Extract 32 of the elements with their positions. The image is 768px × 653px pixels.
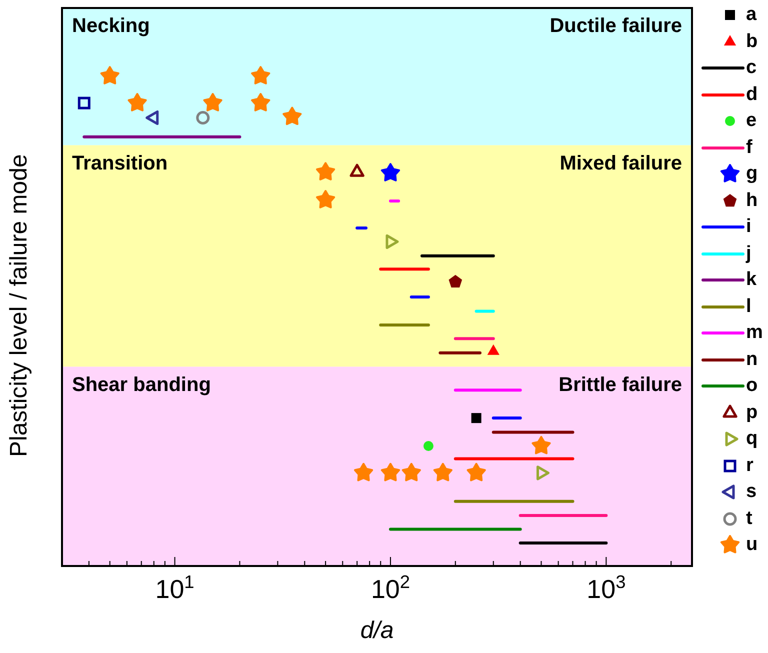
legend-label: b [746, 30, 758, 53]
legend-label: l [746, 296, 752, 318]
legend-label: i [746, 216, 752, 238]
legend-label: m [746, 322, 763, 344]
legend-label: q [746, 428, 758, 450]
annotation: Mixed failure [560, 152, 682, 174]
annotation: Brittle failure [558, 374, 682, 396]
legend-label: n [746, 348, 758, 371]
legend-label: e [746, 110, 757, 132]
text: Ductile failure [550, 15, 682, 38]
band-label: Necking [72, 15, 150, 38]
legend-label: a [746, 4, 757, 26]
legend-label: o [746, 375, 758, 398]
band-label: Shear banding [72, 374, 211, 396]
legend-label: t [746, 508, 752, 530]
legend-label: s [746, 481, 757, 504]
legend-label: u [746, 534, 758, 556]
legend-label: k [746, 269, 757, 292]
x-tick-label: 10$^{3}$ [586, 572, 626, 604]
legend-label: c [746, 57, 757, 80]
legend-label: p [746, 402, 758, 424]
legend-label: f [746, 136, 752, 159]
y-axis-title: Plasticity level / failure mode [6, 154, 33, 457]
band-label: Transition [72, 152, 168, 174]
legend-label: h [746, 190, 758, 212]
legend-label: r [746, 454, 754, 477]
legend-label: g [746, 163, 758, 186]
x-tick-label: 10$^{1}$ [155, 572, 194, 604]
x-axis-title: d/a [360, 617, 394, 644]
legend-label: d [746, 84, 758, 106]
legend-label: j [746, 242, 752, 265]
x-tick-label: 10$^{2}$ [370, 572, 410, 604]
